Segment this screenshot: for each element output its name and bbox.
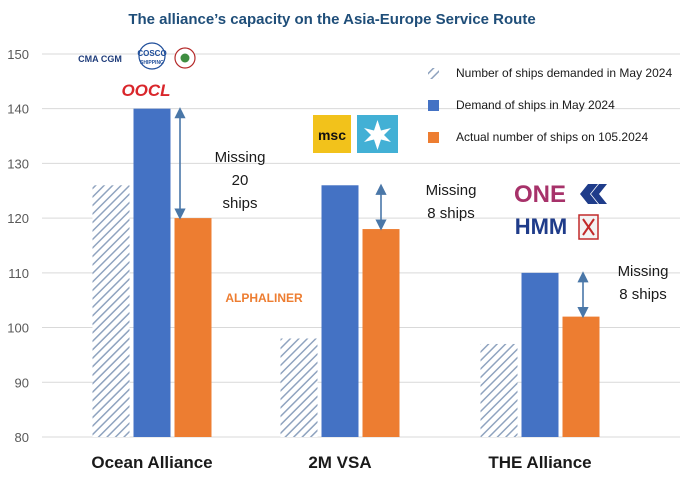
bar-1-2m-vsa [280, 338, 318, 437]
y-axis: 80 90 100 110 120 130 140 150 [7, 47, 29, 445]
legend: Number of ships demanded in May 2024 Dema… [428, 66, 672, 144]
bar-3-ocean-alliance [174, 218, 212, 437]
x-category-label: Ocean Alliance [91, 453, 212, 472]
legend-label: Actual number of ships on 105.2024 [456, 130, 648, 144]
emblem-center [180, 53, 190, 63]
hmm-logo: HMM [515, 214, 568, 239]
msc-logo: msc [318, 127, 346, 143]
hapag-chevron-icon [580, 184, 607, 204]
y-tick-label: 130 [7, 156, 29, 171]
annotation-text: Missing [426, 182, 477, 199]
legend-label: Number of ships demanded in May 2024 [456, 66, 672, 80]
chart-title: The alliance’s capacity on the Asia-Euro… [128, 11, 535, 28]
oocl-logo: OOCL [121, 81, 170, 100]
msc-logo-box [313, 115, 351, 153]
annotation-text: ships [222, 195, 257, 212]
y-tick-label: 140 [7, 102, 29, 117]
bar-1-ocean-alliance [92, 185, 130, 437]
one-logo: ONE [514, 181, 566, 208]
y-tick-label: 80 [15, 430, 29, 445]
y-tick-label: 90 [15, 375, 29, 390]
x-category-label: 2M VSA [308, 453, 371, 472]
annotation-text: Missing [215, 149, 266, 166]
y-tick-label: 150 [7, 47, 29, 62]
bar-1-the-alliance [480, 343, 518, 437]
annotation-text: 8 ships [427, 205, 475, 222]
bar-2-ocean-alliance [133, 108, 171, 438]
bar-2-the-alliance [521, 272, 559, 437]
bar-3-2m-vsa [362, 229, 400, 437]
legend-swatch [428, 68, 439, 79]
y-tick-label: 110 [8, 266, 29, 281]
cosco-logo-ring [138, 42, 166, 70]
annotation-text: 20 [232, 172, 249, 189]
legend-label: Demand of ships in May 2024 [456, 98, 615, 112]
watermark-text: ALPHALINER [225, 291, 303, 305]
bar-3-the-alliance [562, 316, 600, 437]
logos: CMA CGM COSCO SHIPPING OOCL msc ONE HMM [78, 42, 607, 240]
cma-cgm-logo: CMA CGM [78, 54, 122, 64]
annotation-text: 8 ships [619, 286, 667, 303]
x-axis: Ocean Alliance 2M VSA THE Alliance [91, 453, 591, 472]
bars [92, 108, 600, 438]
annotation-text: Missing [618, 263, 669, 280]
y-tick-label: 100 [7, 321, 29, 336]
legend-swatch [428, 100, 439, 111]
y-tick-label: 120 [7, 211, 29, 226]
legend-swatch [428, 132, 439, 143]
annotations: Missing 20 ships Missing 8 ships Missing 8 shi… [174, 107, 669, 319]
emblem-mark [582, 218, 595, 236]
maersk-star-icon [364, 120, 391, 150]
x-category-label: THE Alliance [488, 453, 591, 472]
bar-2-2m-vsa [321, 185, 359, 437]
cosco-logo: COSCO [137, 49, 166, 58]
cosco-logo-sub: SHIPPING [140, 60, 164, 66]
